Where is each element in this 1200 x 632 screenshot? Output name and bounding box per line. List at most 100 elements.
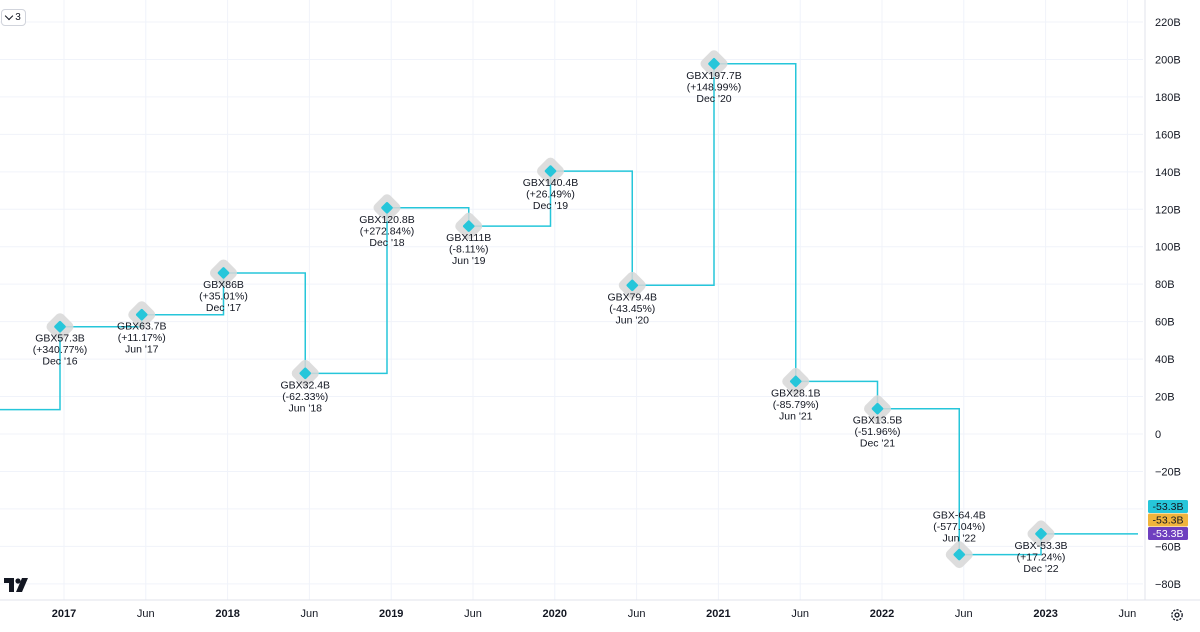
data-label: (-51.96%)	[854, 426, 900, 438]
y-tick-label: 180B	[1155, 92, 1181, 104]
y-tick-label: 120B	[1155, 204, 1181, 216]
data-label: (+272.84%)	[360, 225, 415, 237]
data-label: Jun '17	[125, 344, 159, 356]
data-label: GBX63.7B	[117, 321, 167, 333]
data-label: GBX32.4B	[280, 379, 330, 391]
data-label: Jun '21	[779, 410, 813, 422]
data-label: GBX120.8B	[359, 214, 414, 226]
grid	[0, 0, 1143, 600]
labels-layer: GBX57.3B(+340.77%)Dec '16 GBX63.7B(+11.17…	[33, 70, 1068, 575]
gear-icon[interactable]	[1170, 608, 1184, 622]
x-tick-label: Jun	[464, 608, 482, 620]
data-point-marker[interactable]	[453, 211, 484, 242]
price-badge: -53.3B	[1148, 500, 1188, 513]
x-tick-label: Jun	[955, 608, 973, 620]
y-tick-label: 200B	[1155, 54, 1181, 66]
data-label: (-85.79%)	[773, 399, 819, 411]
data-point-marker[interactable]	[862, 393, 893, 424]
data-label: Dec '16	[42, 356, 77, 368]
y-tick-label: −20B	[1155, 466, 1181, 478]
data-label: Dec '20	[696, 93, 731, 105]
step-line-layer	[0, 63, 1138, 556]
data-point-marker[interactable]	[290, 358, 321, 389]
y-tick-label: 60B	[1155, 317, 1175, 329]
x-tick-label: Jun	[301, 608, 319, 620]
data-point-marker[interactable]	[208, 257, 239, 288]
marker-dot	[136, 308, 148, 321]
data-label: GBX28.1B	[771, 387, 821, 399]
data-label: GBX57.3B	[35, 333, 85, 345]
data-label: (+35.01%)	[199, 290, 248, 302]
marker-dot	[381, 202, 393, 214]
tradingview-logo-icon	[4, 578, 28, 592]
marker-dot	[1035, 528, 1047, 540]
price-badge: -53.3B	[1148, 527, 1188, 540]
data-label: (+17.24%)	[1017, 551, 1066, 563]
data-label: (-8.11%)	[449, 244, 488, 256]
x-tick-label: Jun	[791, 608, 809, 620]
price-badge-bg	[1148, 500, 1188, 513]
data-point-marker[interactable]	[617, 270, 648, 301]
data-label: Dec '21	[860, 438, 895, 450]
data-point-marker[interactable]	[1025, 518, 1056, 549]
x-tick-label: 2022	[870, 608, 894, 620]
data-label: Jun '18	[288, 402, 322, 414]
data-label: GBX-64.4B	[933, 510, 986, 522]
axis-frame	[0, 0, 1200, 601]
collapse-indicators-button[interactable]: 3	[1, 9, 26, 26]
data-point-marker[interactable]	[535, 156, 566, 187]
marker-dot	[871, 402, 884, 415]
markers-layer	[44, 48, 1056, 570]
data-point-marker[interactable]	[780, 366, 811, 397]
marker-dot	[708, 58, 720, 70]
y-tick-label: 80B	[1155, 279, 1175, 291]
x-tick-label: 2018	[215, 608, 239, 620]
data-point-marker[interactable]	[698, 48, 729, 79]
data-label: Dec '18	[369, 237, 404, 249]
data-point-marker[interactable]	[371, 192, 402, 223]
data-point-marker[interactable]	[126, 299, 157, 330]
y-tick-label: 140B	[1155, 167, 1181, 179]
data-label: GBX140.4B	[523, 177, 578, 189]
marker-dot	[217, 267, 230, 279]
data-label: GBX13.5B	[853, 415, 903, 427]
data-label: Dec '22	[1023, 563, 1058, 575]
x-tick-label: 2017	[52, 608, 76, 620]
marker-dot	[626, 279, 638, 292]
x-tick-label: 2020	[543, 608, 567, 620]
price-badge-text: -53.3B	[1153, 501, 1184, 513]
data-label: Dec '19	[533, 200, 568, 212]
data-label: (+11.17%)	[118, 332, 166, 344]
data-label: (+340.77%)	[33, 344, 88, 356]
marker-dot	[790, 375, 802, 388]
data-label: Dec '17	[206, 302, 241, 314]
marker-dot	[953, 548, 965, 561]
data-label: (-62.33%)	[282, 391, 328, 403]
x-tick-label: 2021	[706, 608, 730, 620]
x-tick-label: 2019	[379, 608, 403, 620]
data-label: Jun '22	[942, 533, 976, 545]
price-badges: -53.3B-53.3B-53.3B	[1148, 500, 1188, 540]
marker-dot	[299, 367, 311, 380]
data-label: GBX111B	[446, 232, 491, 244]
collapse-count: 3	[15, 12, 21, 23]
x-tick-label: Jun	[1119, 608, 1137, 620]
y-tick-label: 100B	[1155, 242, 1181, 254]
data-label: (+26.49%)	[526, 189, 575, 201]
y-axis[interactable]: −80B−60B−40B−20B020B40B60B80B100B120B140…	[1155, 17, 1181, 591]
y-tick-label: 220B	[1155, 17, 1181, 29]
price-badge-text: -53.3B	[1153, 515, 1184, 527]
y-tick-label: 160B	[1155, 129, 1181, 141]
x-tick-label: Jun	[137, 608, 155, 620]
data-point-marker[interactable]	[944, 539, 975, 570]
x-axis[interactable]: 2017 Jun 2018 Jun 2019 Jun 2020 Jun 2021 Jun 2022 J…	[52, 608, 1137, 620]
data-point-marker[interactable]	[44, 311, 75, 342]
chevron-down-icon	[4, 11, 14, 21]
data-label: GBX197.7B	[686, 70, 741, 82]
marker-dot	[544, 165, 557, 177]
price-badge-bg	[1148, 513, 1188, 527]
data-label: GBX79.4B	[607, 291, 657, 303]
y-tick-label: 40B	[1155, 354, 1175, 366]
y-tick-label: 20B	[1155, 392, 1175, 404]
